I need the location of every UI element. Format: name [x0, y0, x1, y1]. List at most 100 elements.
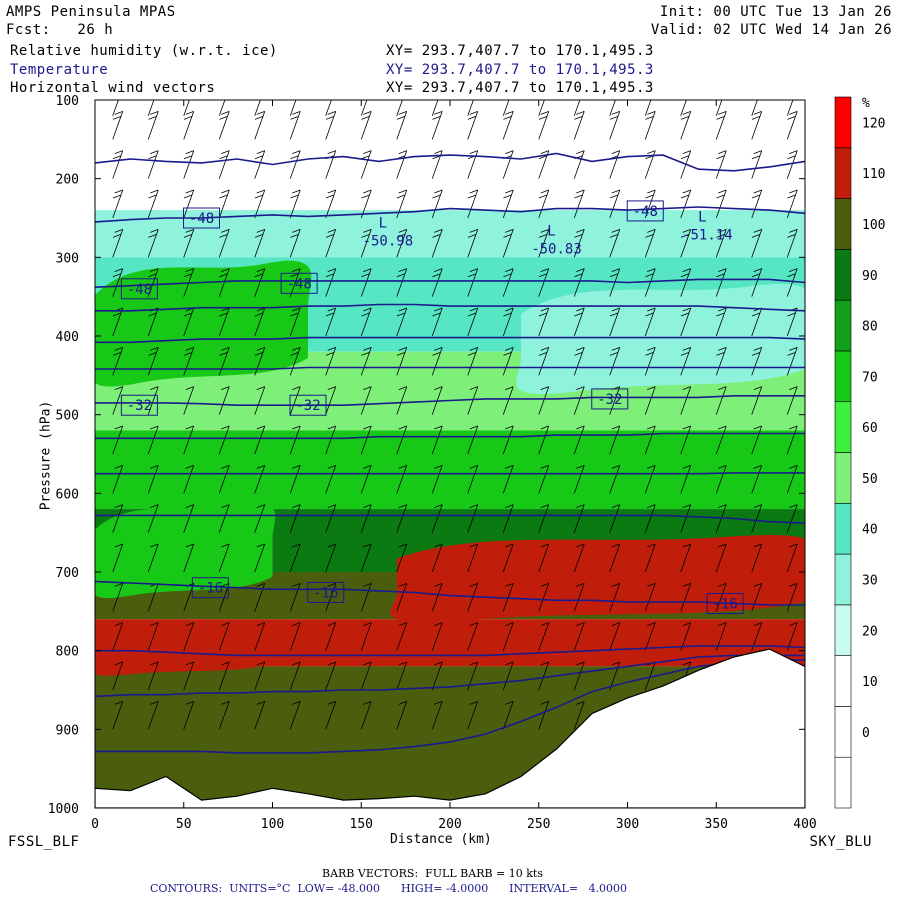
wind-barb — [644, 504, 656, 533]
wind-barb — [325, 700, 337, 730]
field-temp-name: Temperature — [10, 62, 109, 78]
colorbar-swatch — [834, 96, 852, 149]
y-tick-label: 500 — [56, 409, 79, 424]
wind-barb — [289, 700, 301, 730]
wind-barb — [396, 100, 403, 116]
y-tick-label: 300 — [56, 251, 79, 266]
temp-contour-5 — [95, 366, 805, 370]
wind-barb — [786, 268, 798, 297]
wind-barb — [751, 425, 763, 455]
temperature-contours — [95, 152, 805, 754]
wind-barb — [573, 622, 585, 651]
temp-contour-0 — [95, 152, 805, 172]
wind-barb — [538, 425, 550, 455]
rh-feature-0 — [95, 260, 312, 387]
low-symbol: L — [547, 223, 555, 239]
colorbar-label: 100 — [862, 218, 885, 233]
contour-labels: -48 -48 -48 -48 -32 -32 -32 -16 -16 -16 L -50.98 L -5… — [120, 200, 744, 614]
wind-barb — [360, 504, 372, 533]
wind-barb — [644, 582, 656, 612]
wind-barb — [538, 110, 550, 140]
wind-barb — [538, 464, 550, 494]
wind-barb — [715, 543, 727, 573]
x-tick-label: 350 — [705, 817, 728, 832]
wind-barb — [786, 150, 798, 179]
wind-barb — [538, 100, 545, 116]
wind-barb — [609, 110, 621, 140]
wind-barb — [218, 700, 230, 730]
wind-barb — [502, 582, 514, 612]
wind-barb — [218, 504, 230, 533]
low-center: L -50.98 — [363, 216, 414, 250]
wind-barb — [431, 504, 443, 533]
wind-barb — [538, 386, 550, 415]
temp-contour-1 — [95, 206, 805, 223]
wind-barb — [325, 346, 337, 376]
terrain-mask — [95, 648, 805, 808]
wind-barb — [573, 228, 585, 258]
wind-barb — [609, 543, 621, 573]
wind-barb — [112, 504, 124, 533]
wind-barb — [112, 386, 124, 415]
wind-barb — [609, 425, 621, 455]
wind-barb — [644, 346, 656, 376]
wind-barb — [289, 346, 301, 376]
wind-barb — [289, 504, 301, 533]
y-tick-label: 200 — [56, 173, 79, 188]
wind-barb — [786, 346, 798, 376]
wind-barb — [751, 189, 763, 219]
wind-barb — [644, 425, 656, 455]
wind-barb — [289, 622, 301, 651]
wind-barb — [218, 189, 230, 219]
wind-barb — [431, 543, 443, 573]
contour-label: -48 — [626, 200, 664, 222]
colorbar-swatch — [834, 198, 852, 250]
wind-barb — [609, 346, 621, 376]
wind-barb — [751, 504, 763, 533]
y-tick-label: 900 — [56, 723, 79, 738]
wind-barb — [396, 307, 408, 337]
wind-barb — [680, 346, 692, 376]
y-tick-label: 400 — [56, 330, 79, 345]
wind-barb — [218, 386, 230, 415]
wind-barb — [751, 110, 763, 140]
x-tick-label: 150 — [350, 817, 373, 832]
wind-barb — [609, 189, 621, 219]
wind-barb — [680, 425, 692, 455]
temp-contour-13 — [95, 659, 805, 754]
wind-barb — [573, 661, 585, 691]
wind-barb — [431, 346, 443, 376]
wind-barb — [218, 228, 230, 258]
wind-barb — [431, 622, 443, 651]
wind-barb — [112, 543, 124, 573]
wind-barb — [325, 543, 337, 573]
wind-barb — [183, 622, 195, 651]
wind-barb — [715, 110, 727, 140]
wind-barb — [112, 661, 124, 691]
wind-barb — [502, 110, 514, 140]
wind-barb — [183, 346, 195, 376]
wind-barb — [467, 464, 479, 494]
wind-barb — [218, 425, 230, 455]
colorbar-label: 110 — [862, 167, 885, 182]
wind-barb — [396, 582, 408, 612]
wind-barb — [289, 228, 301, 258]
low-symbol: L — [379, 216, 387, 232]
wind-barb — [502, 543, 514, 573]
contour-label: -48 — [183, 207, 220, 229]
wind-barb — [644, 622, 656, 651]
colorbar-label: 10 — [862, 675, 878, 690]
wind-barb — [467, 228, 479, 258]
wind-barb — [325, 386, 337, 415]
wind-barb — [254, 504, 266, 533]
wind-barb — [254, 661, 266, 691]
wind-barb — [112, 582, 124, 612]
wind-barb — [573, 189, 585, 219]
wind-barb — [467, 543, 479, 573]
colorbar-swatch — [834, 502, 852, 555]
wind-barb — [147, 425, 159, 455]
temp-contour-9 — [95, 514, 805, 524]
wind-barb — [680, 268, 692, 297]
y-tick-label: 100 — [56, 94, 79, 109]
wind-barb — [431, 307, 443, 337]
